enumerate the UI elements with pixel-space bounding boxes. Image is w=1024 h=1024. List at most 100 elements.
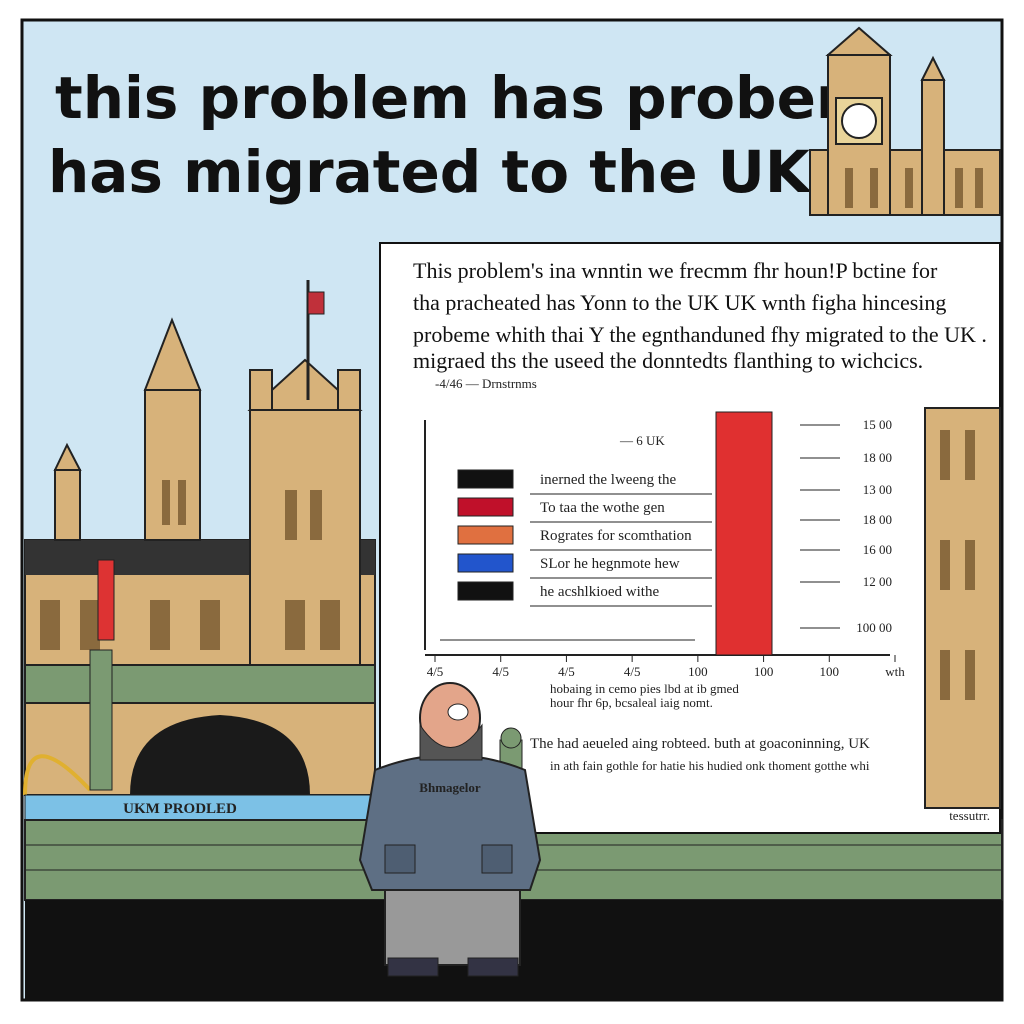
- shape-rect: [384, 879, 521, 966]
- shape-rect: [387, 957, 439, 977]
- headline-line: this problem has probem: [55, 64, 876, 132]
- legend-swatch: [457, 497, 514, 517]
- note-line: hour fhr 6p, bcsaleal iaig nomt.: [550, 695, 713, 710]
- tick-label: 18 00: [863, 450, 892, 465]
- legend-label: SLor he hegnmote hew: [540, 556, 680, 572]
- shape-circle: [841, 103, 877, 139]
- shape-rect: [975, 168, 983, 208]
- paragraph-line: tha pracheated has Yonn to the UK UK wnt…: [413, 290, 946, 315]
- shape-rect: [845, 168, 853, 208]
- shape-polygon: [825, 26, 893, 56]
- legend-label: he acshlkioed withe: [540, 584, 659, 600]
- legend-label: To taa the wothe gen: [540, 500, 665, 516]
- shape-rect: [150, 600, 170, 650]
- tick-label: 100: [820, 664, 840, 679]
- parliament: [24, 280, 376, 666]
- shape-rect: [162, 480, 170, 525]
- shape-polygon: [247, 358, 363, 411]
- tick-label: 4/5: [427, 664, 444, 679]
- shape-rect: [965, 540, 975, 590]
- shape-path: [130, 715, 310, 795]
- shape-rect: [921, 79, 945, 216]
- tick-label: wth: [885, 664, 905, 679]
- shape-rect: [80, 600, 100, 650]
- paragraph-line: migraed ths the useed the donntedts flan…: [413, 348, 923, 373]
- paragraph-line: This problem's ina wnntin we frecmm fhr …: [413, 258, 938, 283]
- legend-swatch: [457, 581, 514, 601]
- shape-rect: [924, 407, 1001, 809]
- shape-rect: [285, 600, 305, 650]
- shape-rect: [24, 794, 376, 821]
- legend-header: -4/46 — Drnstrnms: [435, 376, 537, 391]
- legend: inerned the lweeng the To taa the wothe g…: [457, 469, 712, 607]
- shape-ellipse: [447, 703, 469, 721]
- corner-note: tessutrr.: [949, 808, 990, 823]
- legend-label: Rogrates for scomthation: [540, 528, 692, 544]
- shape-rect: [97, 559, 115, 641]
- tick-label: 100: [688, 664, 708, 679]
- shape-polygon: [920, 55, 946, 81]
- legend-swatch: [457, 469, 514, 489]
- shape-rect: [178, 480, 186, 525]
- shape-rect: [940, 540, 950, 590]
- note-line: hobaing in cemo pies lbd at ib gmed: [550, 681, 739, 696]
- shape-rect: [40, 600, 60, 650]
- man: Bhmagelor: [358, 682, 542, 977]
- shape-rect: [144, 389, 201, 541]
- shape-rect: [337, 369, 361, 411]
- shape-rect: [285, 490, 297, 540]
- paragraph-line: probeme whith thai Y the egnthanduned fh…: [413, 322, 987, 347]
- shape-path: [23, 754, 92, 796]
- shape-rect: [965, 650, 975, 700]
- shape-rect: [467, 957, 519, 977]
- shape-rect: [965, 430, 975, 480]
- bridge: UKM PRODLED: [23, 649, 376, 821]
- shape-polygon: [143, 317, 202, 391]
- shape-rect: [384, 844, 416, 874]
- tick-label: 12 00: [863, 574, 892, 589]
- shape-rect: [320, 600, 340, 650]
- shape-polygon: [53, 442, 82, 471]
- tick-label: 100 00: [856, 620, 892, 635]
- caption-line: The had aeueled aing robteed. buth at go…: [530, 736, 870, 752]
- legend-swatch: [457, 553, 514, 573]
- tick-label: 4/5: [492, 664, 509, 679]
- shape-rect: [481, 844, 513, 874]
- shape-rect: [940, 650, 950, 700]
- tick-label: 15 00: [863, 417, 892, 432]
- shape-rect: [54, 469, 81, 541]
- shape-rect: [307, 291, 325, 315]
- shape-rect: [955, 168, 963, 208]
- headline: this problem has probem has migrated to …: [48, 64, 876, 206]
- shape-rect: [89, 649, 113, 791]
- tick-label: 100: [754, 664, 774, 679]
- legend-swatch: [457, 525, 514, 545]
- shape-rect: [24, 664, 376, 704]
- jacket-text: Bhmagelor: [419, 780, 481, 795]
- shape-path: [419, 723, 483, 761]
- tick-label: 4/5: [558, 664, 575, 679]
- big-ben: [809, 26, 1001, 216]
- tick-label: 18 00: [863, 512, 892, 527]
- tick-label: 16 00: [863, 542, 892, 557]
- shape-rect: [200, 600, 220, 650]
- legend-label: inerned the lweeng the: [540, 472, 677, 488]
- chart-note: — 6 UK: [619, 433, 665, 448]
- tick-label: 13 00: [863, 482, 892, 497]
- info-panel: This problem's ina wnntin we frecmm fhr …: [379, 242, 1001, 834]
- headline-line: has migrated to the UK.: [48, 138, 832, 206]
- shape-rect: [940, 430, 950, 480]
- bottom-axis: 4/5 4/5 4/5 4/5 100 100 100 wth: [427, 655, 905, 679]
- caption-line: in ath fain gothle for hatie his hudied …: [550, 758, 870, 773]
- shape-rect: [905, 168, 913, 208]
- right-axis: 15 00 18 00 13 00 18 00 16 00 12 00 100 00: [800, 417, 892, 635]
- shape-circle: [500, 727, 522, 749]
- tick-label: 4/5: [624, 664, 641, 679]
- shape-rect: [310, 490, 322, 540]
- shape-rect: [870, 168, 878, 208]
- shape-rect: [249, 369, 273, 411]
- sign-text: UKM PRODLED: [123, 801, 237, 817]
- red-bar: [715, 411, 773, 656]
